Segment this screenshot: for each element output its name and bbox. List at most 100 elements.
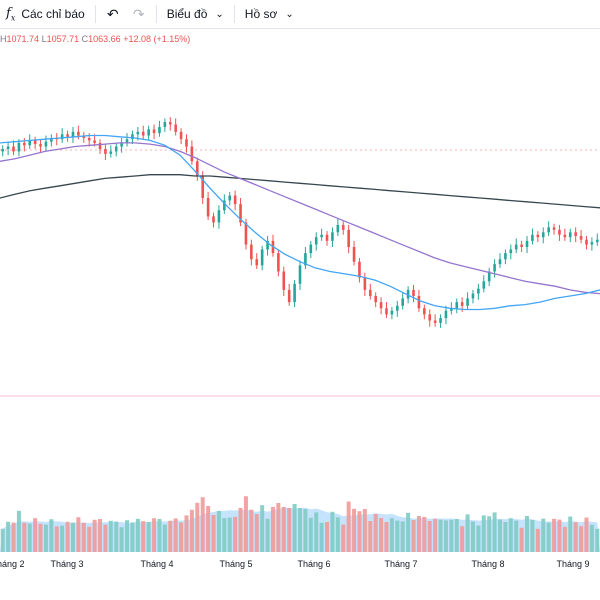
volume-bar bbox=[216, 511, 221, 552]
volume-bar bbox=[103, 524, 108, 552]
volume-bar bbox=[460, 526, 465, 552]
candle-body bbox=[277, 253, 280, 272]
volume-bar bbox=[222, 518, 227, 552]
candle-body bbox=[163, 122, 167, 127]
volume-bar bbox=[152, 518, 157, 552]
candle-body bbox=[520, 244, 523, 247]
candle-body bbox=[228, 195, 232, 201]
candle-body bbox=[298, 265, 302, 284]
volume-bar bbox=[352, 508, 357, 552]
x-axis-label: Tháng 9 bbox=[556, 559, 589, 569]
candle-body bbox=[141, 131, 145, 136]
candle-body bbox=[71, 131, 75, 137]
volume-bar bbox=[373, 514, 378, 552]
volume-bar bbox=[443, 520, 448, 552]
candle-body bbox=[525, 240, 529, 247]
volume-bar bbox=[98, 519, 102, 552]
volume-bar bbox=[449, 519, 454, 552]
volume-bar bbox=[525, 516, 530, 552]
volume-bar bbox=[568, 516, 573, 552]
volume-bar bbox=[200, 497, 205, 552]
candle-body bbox=[77, 131, 80, 136]
function-icon: fx bbox=[6, 5, 16, 23]
candle-body bbox=[374, 296, 377, 303]
volume-bar bbox=[243, 496, 248, 552]
candle-body bbox=[439, 318, 442, 323]
candle-body bbox=[379, 302, 383, 309]
volume-bar bbox=[92, 519, 97, 552]
volume-bar bbox=[108, 520, 113, 552]
candle-body bbox=[412, 289, 415, 296]
volume-bar bbox=[11, 522, 16, 552]
ohlc-legend: H1071.74 L1057.71 C1063.66 +12.08 (+1.15… bbox=[0, 34, 190, 44]
volume-bar bbox=[341, 524, 346, 552]
volume-bar bbox=[76, 517, 81, 552]
candle-body bbox=[552, 227, 556, 230]
candle-body bbox=[233, 195, 237, 205]
candle-body bbox=[82, 135, 86, 138]
candle-body bbox=[444, 310, 448, 319]
volume-bar bbox=[389, 518, 394, 552]
candle-body bbox=[66, 134, 69, 137]
candle-body bbox=[563, 234, 567, 238]
candle-body bbox=[179, 131, 183, 140]
candle-body bbox=[60, 134, 64, 140]
redo-button[interactable]: ↷ bbox=[126, 0, 152, 28]
volume-bar bbox=[465, 514, 470, 552]
close-value: 1063.66 bbox=[88, 34, 121, 44]
volume-bar bbox=[552, 518, 557, 552]
volume-bar bbox=[70, 522, 75, 552]
ma-slow-line bbox=[0, 174, 600, 209]
candle-body bbox=[352, 247, 356, 262]
volume-bar bbox=[368, 521, 373, 552]
candle-body bbox=[12, 146, 15, 152]
volume-bar bbox=[470, 521, 475, 552]
candle-body bbox=[395, 305, 399, 311]
candle-body bbox=[98, 142, 102, 149]
volume-bar bbox=[395, 520, 400, 552]
volume-bar bbox=[579, 526, 584, 552]
volume-bar bbox=[346, 501, 351, 552]
volume-bar bbox=[6, 521, 11, 552]
candle-body bbox=[104, 149, 107, 154]
volume-bar bbox=[379, 518, 384, 552]
volume-bar bbox=[33, 518, 38, 552]
candle-body bbox=[341, 224, 345, 230]
chevron-down-icon: ⌄ bbox=[215, 8, 224, 20]
candle-body bbox=[147, 129, 150, 136]
volume-bar bbox=[87, 526, 92, 552]
candle-body bbox=[239, 204, 242, 223]
candle-body bbox=[547, 227, 550, 233]
candle-body bbox=[568, 232, 572, 238]
change-value: +12.08 (+1.15%) bbox=[123, 34, 191, 44]
chart-menu-button[interactable]: Biểu đồ ⌄ bbox=[161, 0, 230, 28]
volume-bar bbox=[546, 522, 551, 552]
volume-bar bbox=[0, 528, 5, 552]
volume-bar bbox=[260, 505, 265, 552]
candle-body bbox=[282, 271, 286, 290]
volume-bar bbox=[60, 525, 65, 552]
volume-bar bbox=[303, 509, 308, 552]
profile-menu-button[interactable]: Hồ sơ ⌄ bbox=[239, 0, 300, 28]
profile-menu-label: Hồ sơ bbox=[244, 7, 278, 21]
undo-button[interactable]: ↶ bbox=[100, 0, 126, 28]
candle-body bbox=[455, 302, 459, 309]
volume-bar bbox=[65, 521, 70, 552]
volume-bar bbox=[27, 523, 32, 552]
candle-body bbox=[428, 314, 432, 321]
volume-bar bbox=[130, 522, 135, 552]
indicators-button[interactable]: fx Các chỉ báo bbox=[0, 0, 91, 28]
candle-body bbox=[44, 141, 48, 147]
candle-body bbox=[250, 244, 253, 260]
high-key: H bbox=[0, 34, 7, 44]
candle-body bbox=[590, 242, 594, 245]
volume-bar bbox=[249, 509, 254, 552]
candle-body bbox=[50, 137, 53, 142]
volume-bar bbox=[276, 503, 281, 552]
volume-bar bbox=[519, 527, 524, 552]
volume-bar bbox=[211, 515, 216, 552]
high-value: 1071.74 bbox=[6, 34, 40, 44]
candle-body bbox=[595, 239, 599, 243]
volume-bar bbox=[168, 520, 173, 552]
